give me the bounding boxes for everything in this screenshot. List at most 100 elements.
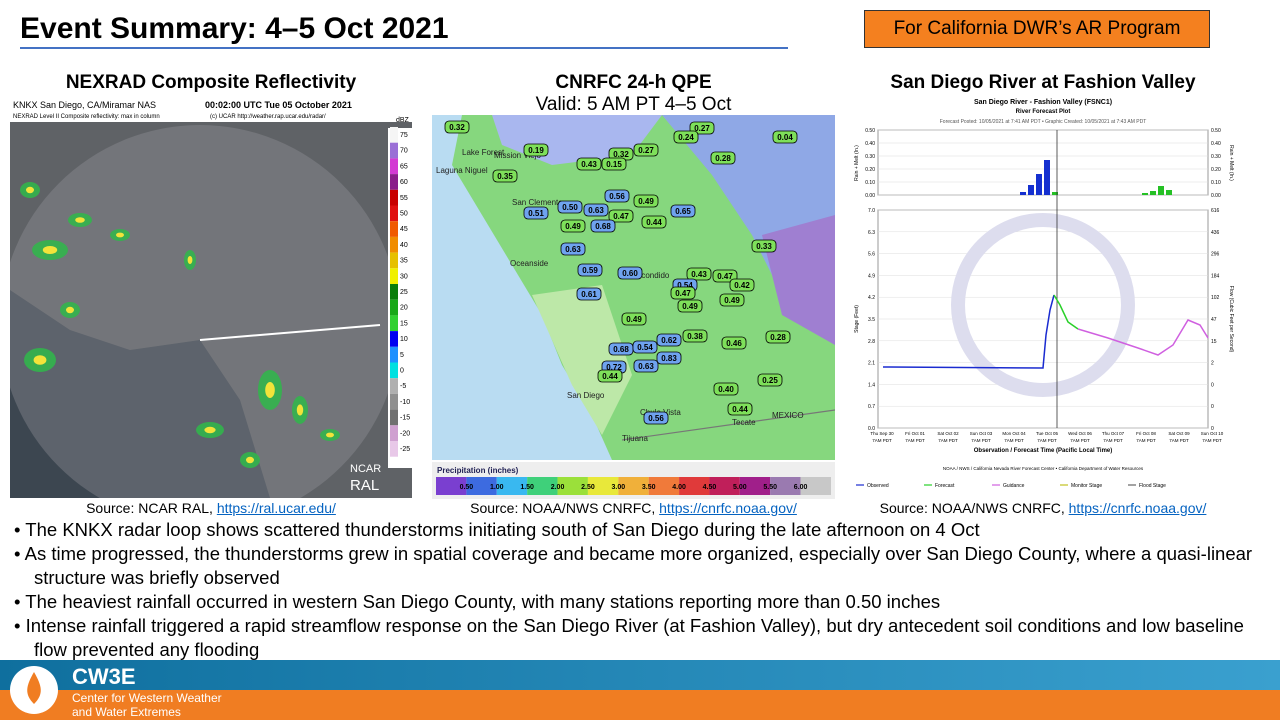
- station-value: 0.61: [581, 290, 597, 299]
- hyd-subtitle: River Forecast Plot: [1016, 109, 1071, 115]
- scale-label: -5: [400, 383, 406, 390]
- place-label: Tijuana: [622, 434, 648, 443]
- scale-swatch: [390, 409, 398, 426]
- station-marker: [765, 330, 791, 344]
- place-label: Mission Viejo: [494, 151, 542, 160]
- flow-tick: 296: [1211, 252, 1220, 258]
- station-value: 0.40: [718, 385, 734, 394]
- station-value: 0.25: [762, 376, 778, 385]
- station-marker: [772, 130, 798, 144]
- hyd-credit: NOAA / NWS / California Nevada River For…: [943, 466, 1144, 471]
- flow-tick: 0: [1211, 426, 1214, 432]
- station-value: 0.49: [565, 222, 581, 231]
- scale-label: 75: [400, 132, 408, 139]
- scale-swatch: [390, 346, 398, 363]
- station-marker: [727, 402, 753, 416]
- x-tick-label: Sat Oct 02: [937, 431, 959, 436]
- stage-tick: 4.2: [868, 295, 875, 301]
- bullets: • The KNKX radar loop shows scattered th…: [14, 518, 1264, 662]
- scale-label: 45: [400, 226, 408, 233]
- colorbar-label: 2.00: [551, 484, 565, 491]
- rain-axis: Rain + Melt (In.): [854, 145, 860, 181]
- ocean: [10, 290, 270, 498]
- station-value: 0.47: [675, 289, 691, 298]
- station-marker: [590, 219, 616, 233]
- rain-plot: [877, 129, 1209, 196]
- flow-tick: 184: [1211, 273, 1220, 279]
- colorbar-title: Precipitation (inches): [437, 466, 519, 475]
- station-value: 0.49: [682, 302, 698, 311]
- stage-tick: 7.0: [868, 208, 875, 214]
- x-tick-time: 7AM PDT: [872, 438, 892, 443]
- flow-tick: 2: [1211, 361, 1214, 367]
- rain-bar: [1150, 191, 1156, 195]
- place-label: MEXICO: [772, 411, 804, 420]
- scale-label: 15: [400, 320, 408, 327]
- echo-core: [116, 232, 124, 238]
- scale-label: -10: [400, 399, 410, 406]
- source-link[interactable]: https://cnrfc.noaa.gov/: [659, 500, 797, 516]
- rain-bar: [1044, 160, 1050, 195]
- station-marker: [677, 299, 703, 313]
- scale-swatch: [390, 174, 398, 190]
- flow-axis: Flow (Cubic Feet per Second): [1228, 286, 1234, 353]
- station-marker: [656, 333, 682, 347]
- colorbar-swatch: [709, 477, 740, 495]
- scale-swatch: [390, 362, 398, 379]
- x-tick-label: Sun Oct 03: [970, 431, 993, 436]
- scale-swatch: [390, 221, 398, 237]
- footer-band: [0, 660, 1280, 690]
- colorbar-label: 2.50: [581, 484, 595, 491]
- station-marker: [673, 130, 699, 144]
- rain-bar: [1166, 190, 1172, 195]
- station-marker: [633, 194, 659, 208]
- scale-swatch: [390, 189, 398, 206]
- x-title: Observation / Forecast Time (Pacific Loc…: [974, 448, 1113, 454]
- stage-axis: Stage (Feet): [854, 305, 860, 333]
- slide-title: Event Summary: 4–5 Oct 2021: [20, 12, 449, 45]
- station-value: 0.47: [613, 212, 629, 221]
- scale-swatch: [390, 441, 398, 457]
- x-tick-label: Sun Oct 10: [1201, 431, 1224, 436]
- scale-swatch: [390, 378, 398, 394]
- rain-bar: [1142, 193, 1148, 195]
- colorbar-label: 1.00: [490, 484, 504, 491]
- source-text: Source: NCAR RAL,: [86, 500, 213, 516]
- rain-bar: [1028, 185, 1034, 195]
- source-text: Source: NOAA/NWS CNRFC,: [470, 500, 656, 516]
- source-link[interactable]: https://ral.ucar.edu/: [216, 500, 336, 516]
- colorbar-label: 0.50: [460, 484, 474, 491]
- stage-tick: 1.4: [868, 382, 875, 388]
- station-value: 0.19: [528, 146, 544, 155]
- scale-swatch: [390, 268, 398, 284]
- colorbar-label: 5.50: [763, 484, 777, 491]
- station-value: 0.33: [756, 242, 772, 251]
- station-value: 0.28: [715, 154, 731, 163]
- echo-core: [326, 432, 334, 438]
- station-value: 0.62: [661, 336, 677, 345]
- colorbar-swatch: [618, 477, 649, 495]
- station-value: 0.59: [582, 266, 598, 275]
- rain-bar: [1158, 186, 1164, 195]
- panel-subtitle: Valid: 5 AM PT 4–5 Oct: [535, 94, 732, 115]
- x-tick-time: 7AM PDT: [1202, 438, 1222, 443]
- scale-swatch: [390, 205, 398, 222]
- station-marker: [492, 169, 518, 183]
- station-value: 0.35: [497, 172, 513, 181]
- station-value: 0.63: [638, 362, 654, 371]
- place-label: Laguna Niguel: [436, 166, 488, 175]
- station-value: 0.60: [622, 269, 638, 278]
- bullet: • As time progressed, the thunderstorms …: [14, 543, 1253, 588]
- station-marker: [601, 157, 627, 171]
- station-marker: [721, 336, 747, 350]
- station-value: 0.54: [637, 343, 653, 352]
- radar-site: KNKX San Diego, CA/Miramar NAS: [13, 100, 156, 110]
- source-link[interactable]: https://cnrfc.noaa.gov/: [1068, 500, 1207, 516]
- echo-core: [296, 404, 304, 416]
- colorbar-swatch: [800, 477, 831, 495]
- x-tick-time: 7AM PDT: [1103, 438, 1123, 443]
- rain-bar: [1036, 174, 1042, 195]
- station-value: 0.44: [646, 218, 662, 227]
- scale-label: 0: [400, 368, 404, 375]
